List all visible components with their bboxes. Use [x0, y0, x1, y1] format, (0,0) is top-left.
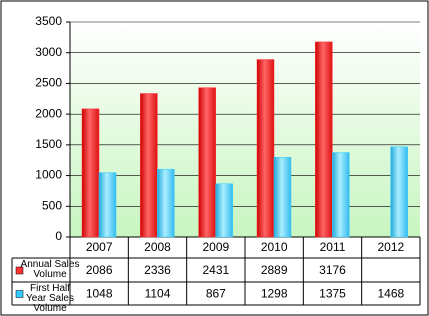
bar	[390, 146, 408, 238]
bar	[198, 87, 216, 238]
x-tick-label: 2009	[202, 240, 229, 254]
table-value: 2336	[144, 263, 171, 277]
x-tick-label: 2012	[377, 240, 404, 254]
legend-swatch	[15, 290, 24, 298]
bar	[332, 152, 350, 238]
bar	[315, 41, 333, 238]
x-tick-label: 2007	[86, 240, 113, 254]
y-tick-label: 2000	[35, 106, 62, 120]
y-tick-label: 1500	[35, 137, 62, 151]
table-value: 867	[206, 287, 226, 301]
table-value: 3176	[319, 263, 346, 277]
bar	[215, 183, 233, 238]
y-tick-label: 500	[42, 198, 62, 212]
y-tick-label: 3000	[35, 45, 62, 59]
table-value: 1298	[261, 287, 288, 301]
table-value: 1468	[377, 287, 404, 301]
x-tick-label: 2011	[320, 240, 346, 254]
legend-swatch	[15, 266, 24, 275]
bar	[81, 108, 100, 238]
table-value: 1375	[319, 287, 346, 301]
x-tick-label: 2010	[261, 240, 288, 254]
table-value: 2086	[86, 263, 113, 277]
bar	[157, 168, 175, 238]
y-tick-label: 3500	[35, 14, 62, 28]
y-tick-label: 0	[55, 229, 62, 243]
table-value: 1104	[145, 287, 171, 301]
bar	[98, 172, 117, 238]
x-tick-label: 2008	[144, 240, 171, 254]
table-value: 1048	[86, 287, 113, 301]
plot-area	[70, 22, 420, 237]
table-value: 2889	[261, 263, 288, 277]
legend-label: First Half Year Sales Volume	[26, 283, 74, 314]
table-value: 2431	[202, 263, 229, 277]
y-tick-label: 2500	[35, 76, 62, 90]
bar	[273, 157, 292, 238]
legend-label: Annual Sales Volume	[20, 259, 80, 280]
bar	[256, 59, 275, 238]
y-tick-label: 1000	[35, 168, 62, 182]
bar	[140, 93, 158, 238]
